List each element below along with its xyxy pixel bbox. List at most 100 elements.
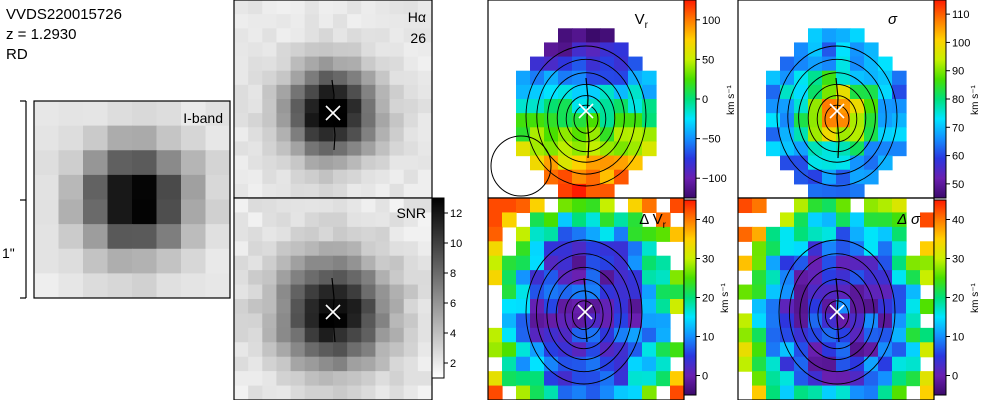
pixel — [794, 155, 809, 171]
pixel — [488, 241, 503, 257]
pixel — [920, 299, 934, 315]
pixel — [794, 284, 809, 300]
pixel — [262, 99, 278, 114]
pixel — [822, 226, 837, 242]
pixel — [836, 56, 851, 72]
pixel — [333, 342, 348, 358]
pixel — [892, 356, 907, 372]
pixel — [361, 99, 377, 114]
pixel — [417, 385, 432, 400]
pixel — [572, 226, 587, 242]
pixel — [836, 313, 851, 329]
pixel — [738, 356, 753, 372]
pixel — [502, 327, 517, 343]
pixel — [276, 155, 292, 171]
pixel — [920, 255, 934, 271]
pixel — [752, 284, 767, 300]
pixel — [361, 284, 377, 300]
contour-line — [798, 72, 876, 163]
pixel — [780, 327, 795, 343]
pixel — [878, 70, 893, 86]
delta-sigma-major-axis — [835, 277, 840, 343]
pixel — [892, 313, 907, 329]
pixel — [389, 270, 405, 286]
pixel — [347, 141, 362, 157]
kinematic-class: RD — [6, 46, 28, 63]
pixel — [403, 0, 419, 15]
pixel — [262, 141, 278, 157]
pixel — [107, 101, 133, 127]
pixel — [516, 342, 531, 358]
pixel — [276, 70, 292, 86]
pixel — [304, 113, 320, 128]
pixel — [836, 255, 851, 271]
pixel — [389, 313, 405, 329]
pixel — [375, 155, 391, 171]
pixel — [780, 385, 795, 400]
pixel — [417, 313, 432, 329]
pixel — [333, 284, 348, 300]
sigma-label: σ — [888, 11, 898, 28]
pixel — [878, 255, 893, 271]
pixel — [822, 385, 837, 400]
colorbar-tick-label: 50 — [702, 54, 714, 66]
pixel — [836, 198, 851, 214]
pixel — [850, 113, 865, 128]
pixel — [780, 56, 795, 72]
colorbar-tick-label: 20 — [702, 293, 714, 305]
pixel — [864, 99, 879, 114]
pixel — [234, 385, 249, 400]
pixel — [375, 141, 391, 157]
pixel — [572, 28, 587, 44]
pixel — [304, 212, 320, 228]
pixel — [276, 284, 292, 300]
pixel — [502, 270, 517, 286]
pixel — [850, 342, 865, 358]
pixel — [670, 270, 684, 286]
halpha-value: 26 — [410, 30, 426, 46]
pixel — [656, 284, 671, 300]
sigma-map — [766, 28, 907, 198]
pixel — [906, 270, 921, 286]
pixel — [558, 212, 573, 228]
pixel — [276, 385, 292, 400]
pixel — [276, 327, 292, 343]
pixel — [234, 14, 249, 29]
pixel — [614, 255, 629, 271]
pixel — [347, 385, 362, 400]
pixel — [808, 141, 823, 157]
contour-line — [546, 266, 622, 360]
pixel — [516, 198, 531, 214]
pixel — [920, 212, 934, 228]
pixel — [361, 226, 377, 242]
pixel — [572, 99, 587, 114]
pixel — [262, 183, 278, 198]
pixel — [614, 371, 629, 387]
pixel — [766, 141, 781, 157]
pixel — [156, 174, 182, 201]
pixel — [156, 150, 182, 176]
pixel — [156, 224, 182, 250]
pixel — [642, 342, 657, 358]
pixel — [234, 70, 249, 86]
pixel — [417, 270, 432, 286]
pixel — [516, 385, 531, 400]
pixel — [248, 255, 263, 271]
pixel — [205, 150, 230, 176]
pixel — [572, 327, 587, 343]
pixel — [290, 113, 306, 128]
pixel — [333, 169, 348, 185]
pixel — [347, 226, 362, 242]
snr-label: SNR — [396, 205, 426, 221]
panel-delta-sigma: Δ σ 40 30 20 10 0 km s⁻¹ — [737, 197, 981, 400]
pixel — [403, 141, 419, 157]
pixel — [403, 56, 419, 72]
scale-bar: 1" — [2, 100, 27, 299]
pixel — [83, 174, 109, 201]
pixel — [276, 28, 292, 44]
colorbar-tick-label: 10 — [702, 332, 714, 344]
pixel — [850, 241, 865, 257]
pixel — [248, 28, 263, 44]
pixel — [34, 199, 60, 225]
pixel — [558, 169, 573, 185]
